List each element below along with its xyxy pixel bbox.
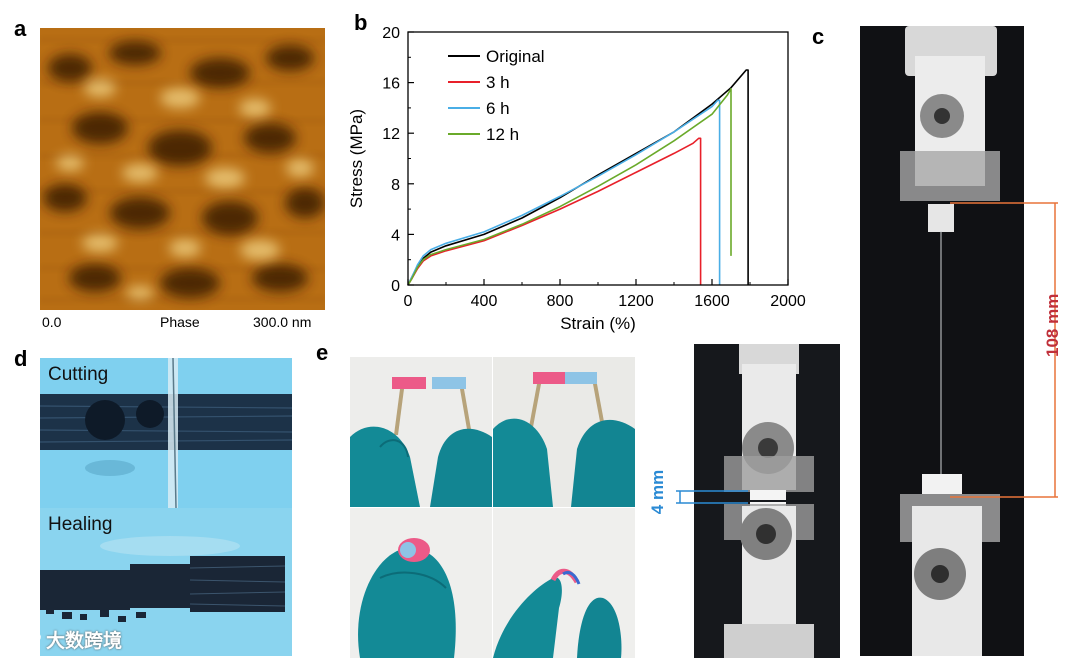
photo-e4-bent (493, 508, 635, 658)
y-tick-label: 0 (391, 278, 400, 295)
length-label: 108 mm (1043, 293, 1062, 357)
panel-c-label: c (812, 24, 825, 49)
healing-micrograph: Healing (40, 508, 292, 656)
y-tick-label: 20 (382, 25, 400, 42)
series-line-3 (407, 88, 732, 286)
photo-e2-joined (493, 357, 635, 507)
x-tick-label: 800 (547, 293, 574, 310)
length-dimension-guide (950, 202, 1058, 498)
afm-axis-start: 0.0 (42, 314, 62, 330)
tensile-test-photo-short (694, 344, 840, 658)
panel-d-label: d (14, 346, 28, 371)
legend-label: 6 h (486, 99, 510, 118)
panel-b-label: b (354, 10, 368, 35)
photo-e3-wrapped (350, 508, 492, 658)
legend-label: Original (486, 47, 545, 66)
x-axis-label: Strain (%) (560, 314, 636, 333)
photo-e1-separated (350, 357, 492, 507)
legend-label: 3 h (486, 73, 510, 92)
tensile-test-photo-long (860, 26, 1024, 656)
legend-label: 12 h (486, 125, 519, 144)
x-tick-label: 2000 (770, 293, 806, 310)
series-line-2 (407, 99, 721, 286)
gap-label: 4 mm (648, 469, 667, 515)
x-tick-label: 1200 (618, 293, 654, 310)
y-tick-label: 8 (391, 177, 400, 194)
series-line-1 (407, 137, 702, 286)
panel-e-label: e (316, 340, 329, 365)
y-tick-label: 4 (391, 227, 400, 244)
afm-channel-label: Phase (160, 314, 200, 330)
chart-legend: Original 3 h 6 h 12 h (448, 47, 545, 144)
x-tick-label: 400 (471, 293, 498, 310)
cutting-caption: Cutting (48, 364, 109, 385)
cutting-micrograph: Cutting (40, 358, 292, 508)
x-tick-label: 0 (404, 293, 413, 310)
afm-phase-image (40, 28, 325, 310)
x-tick-label: 1600 (694, 293, 730, 310)
y-axis-label: Stress (MPa) (347, 109, 366, 208)
watermark-text: 大数跨境 (46, 631, 123, 652)
panel-a-label: a (14, 16, 27, 41)
logo-icon (8, 628, 42, 652)
watermark: 大数跨境 (8, 626, 122, 653)
afm-axis-end: 300.0 nm (253, 314, 312, 330)
y-tick-label: 12 (382, 126, 400, 143)
healing-caption: Healing (48, 514, 113, 535)
series-line-0 (407, 69, 749, 286)
y-tick-label: 16 (382, 76, 400, 93)
gap-dimension-guide (676, 490, 748, 504)
